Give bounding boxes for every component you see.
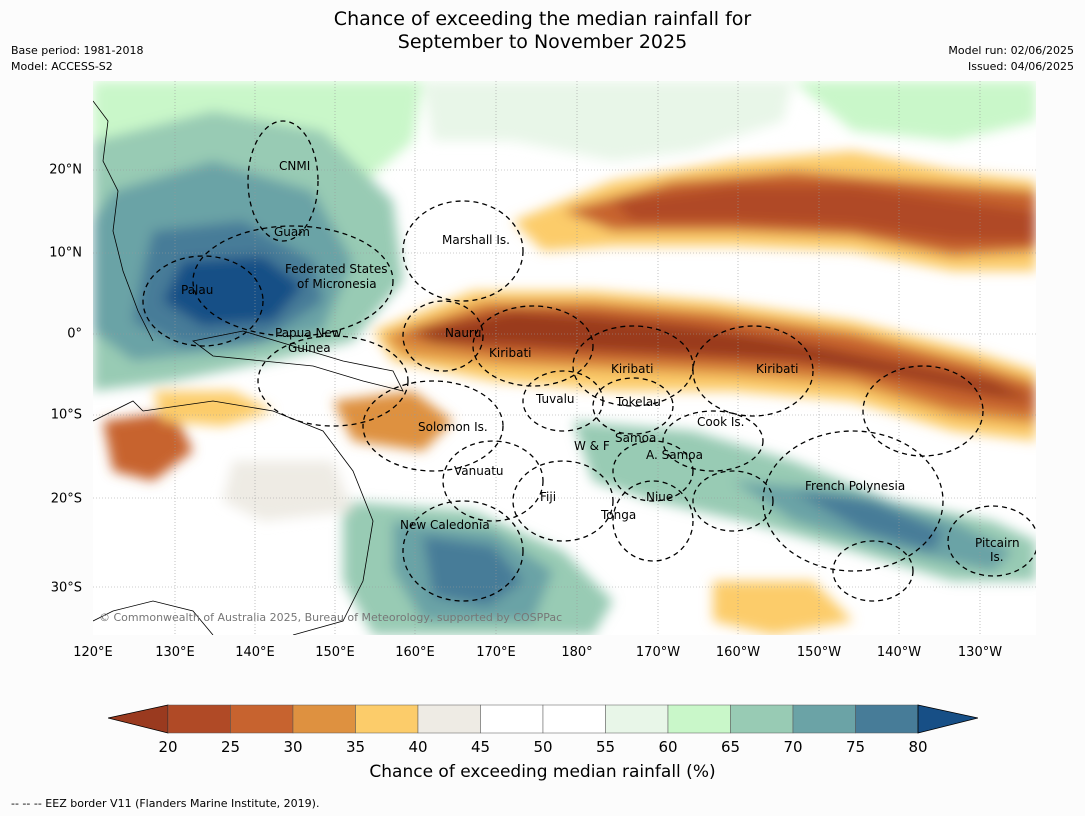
label-kiribati-central: Kiribati <box>611 362 653 376</box>
label-wallis: W & F <box>574 439 610 453</box>
label-vanuatu: Vanuatu <box>454 464 504 478</box>
label-cook: Cook Is. <box>697 415 744 429</box>
label-tokelau: Tokelau <box>615 395 661 409</box>
x-tick-label: 160°E <box>395 645 435 660</box>
colorbar-segment <box>855 704 919 734</box>
colorbar-tick-label: 35 <box>345 738 366 756</box>
y-tick-label: 30°S <box>50 580 82 596</box>
colorbar-tick-label: 20 <box>158 738 178 756</box>
colorbar-tick-label: 55 <box>595 738 616 756</box>
colorbar-segment <box>417 704 481 734</box>
title-line-2: September to November 2025 <box>397 31 688 53</box>
x-tick-label: 140°W <box>876 645 922 660</box>
colorbar-segment <box>480 704 544 734</box>
label-samoa: Samoa <box>615 431 656 445</box>
y-tick-label: 10°S <box>50 407 82 423</box>
label-tonga: Tonga <box>600 508 636 522</box>
y-tick-label: 10°N <box>49 245 82 261</box>
label-marshall: Marshall Is. <box>442 233 510 247</box>
colorbar-segment <box>792 704 856 734</box>
colorbar-high-extension <box>917 704 978 734</box>
y-tick-label: 0° <box>67 326 82 342</box>
title-line-1: Chance of exceeding the median rainfall … <box>333 8 752 30</box>
label-niue: Niue <box>646 490 673 504</box>
label-solomon: Solomon Is. <box>418 420 488 434</box>
label-palau: Palau <box>181 283 213 297</box>
colorbar-tick-label: 60 <box>658 738 678 756</box>
colorbar-tick-label: 65 <box>720 738 741 756</box>
copyright-notice: © Commonwealth of Australia 2025, Bureau… <box>99 611 562 624</box>
y-tick-label: 20°S <box>50 491 82 507</box>
x-tick-label: 150°E <box>315 645 355 660</box>
colorbar-label: Chance of exceeding median rainfall (%) <box>369 762 716 782</box>
colorbar-segment <box>542 704 606 734</box>
label-pitcairn-2: Is. <box>990 550 1004 564</box>
label-nauru: Nauru <box>445 326 481 340</box>
label-cnmi: CNMI <box>279 159 310 173</box>
colorbar-segment <box>605 704 669 734</box>
model-run: Model run: 02/06/2025 <box>948 44 1074 57</box>
label-fsm-2: of Micronesia <box>297 277 377 291</box>
colorbar-low-extension <box>108 704 169 734</box>
model-name: Model: ACCESS-S2 <box>11 60 113 73</box>
x-tick-label: 170°E <box>476 645 516 660</box>
label-kiribati-east: Kiribati <box>756 362 798 376</box>
x-tick-label: 170°W <box>635 645 681 660</box>
label-guam: Guam <box>274 225 310 239</box>
label-am-samoa: A. Samoa <box>646 448 703 462</box>
label-new-caledonia: New Caledonia <box>400 518 490 532</box>
colorbar-tick-label: 30 <box>283 738 303 756</box>
colorbar-tick-label: 40 <box>408 738 428 756</box>
label-french-polynesia: French Polynesia <box>805 479 905 493</box>
colorbar-segment <box>730 704 794 734</box>
colorbar-segment <box>167 704 231 734</box>
label-fsm-1: Federated States <box>285 262 387 276</box>
issued-date: Issued: 04/06/2025 <box>967 60 1074 73</box>
colorbar-segment <box>292 704 356 734</box>
x-tick-label: 150°W <box>796 645 842 660</box>
colorbar-tick-label: 80 <box>908 738 928 756</box>
eez-footnote: -- -- -- EEZ border V11 (Flanders Marine… <box>11 797 320 810</box>
x-tick-label: 120°E <box>73 645 113 660</box>
x-tick-label: 140°E <box>235 645 275 660</box>
label-png-2: Guinea <box>288 341 331 355</box>
colorbar <box>108 704 978 734</box>
x-tick-label: 130°W <box>957 645 1003 660</box>
rainfall-map: CNMI Guam Marshall Is. Federated States … <box>93 81 1036 635</box>
colorbar-tick-label: 50 <box>533 738 553 756</box>
label-fiji: Fiji <box>540 490 556 504</box>
colorbar-segment <box>355 704 419 734</box>
colorbar-segment <box>667 704 731 734</box>
colorbar-tick-label: 45 <box>470 738 491 756</box>
colorbar-tick-label: 70 <box>783 738 803 756</box>
x-tick-label: 130°E <box>155 645 195 660</box>
label-png-1: Papua New <box>275 326 342 340</box>
colorbar-tick-label: 25 <box>220 738 241 756</box>
label-tuvalu: Tuvalu <box>535 392 575 406</box>
colorbar-tick-label: 75 <box>845 738 866 756</box>
label-pitcairn-1: Pitcairn <box>975 536 1020 550</box>
x-tick-label: 180° <box>561 645 593 660</box>
y-tick-label: 20°N <box>49 162 82 178</box>
x-tick-label: 160°W <box>715 645 761 660</box>
label-kiribati-west: Kiribati <box>489 346 531 360</box>
base-period: Base period: 1981-2018 <box>11 44 144 57</box>
colorbar-segment <box>230 704 294 734</box>
